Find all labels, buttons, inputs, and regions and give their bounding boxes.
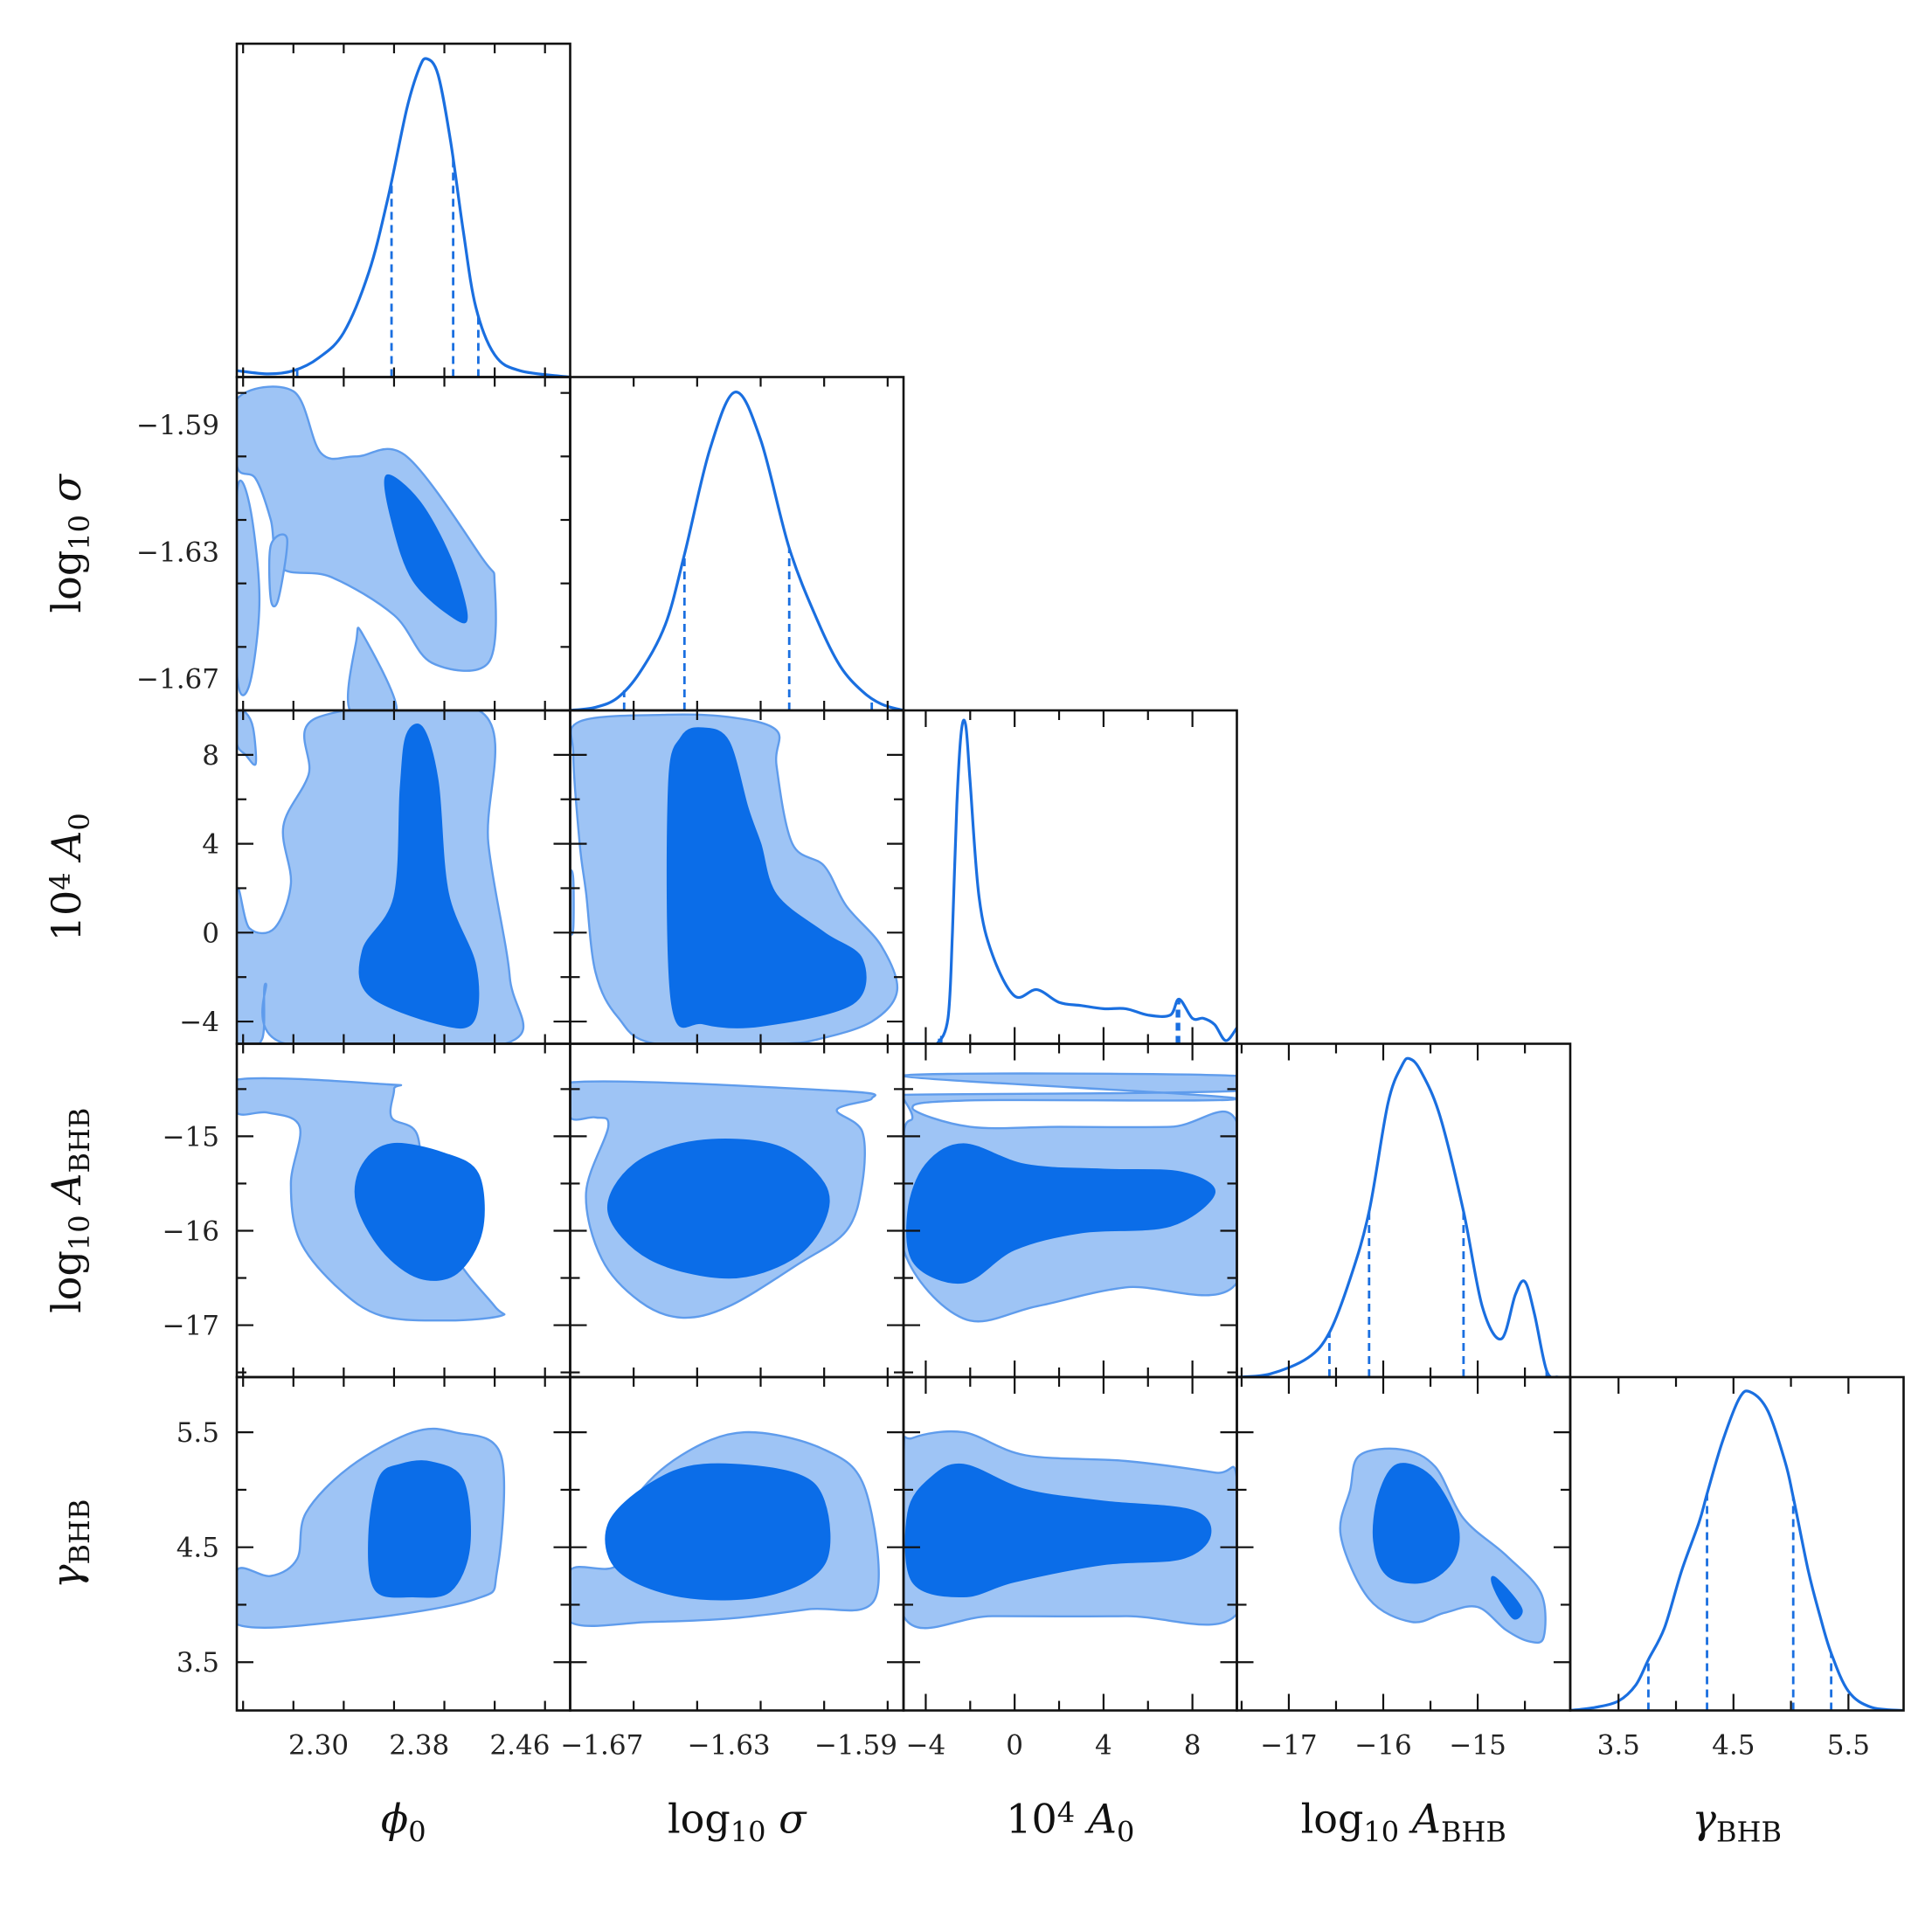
contour-68-region bbox=[1491, 1575, 1523, 1620]
marginal-A0 bbox=[904, 718, 1237, 1044]
contour-68-region bbox=[906, 1143, 1215, 1284]
y-tick-label: 8 bbox=[202, 740, 219, 772]
x-tick-label: −4 bbox=[906, 1730, 946, 1762]
marginal-curve bbox=[1236, 1056, 1570, 1377]
x-axis-label-A0: 104 A0 bbox=[1006, 1796, 1134, 1849]
panel-gamma_BHB-vs-phi0 bbox=[237, 1427, 506, 1629]
panel-gamma_BHB-vs-A0 bbox=[904, 1430, 1237, 1630]
x-tick-label: −1.67 bbox=[560, 1730, 643, 1762]
panel-log10_ABHB-vs-log10_sigma bbox=[570, 1080, 876, 1319]
marginal-curve bbox=[1570, 1389, 1904, 1711]
x-tick-label: 8 bbox=[1184, 1730, 1201, 1762]
contour-68-region bbox=[1372, 1463, 1460, 1584]
marginal-curve bbox=[237, 57, 571, 377]
x-tick-label: 2.46 bbox=[489, 1730, 550, 1762]
x-tick-label: 5.5 bbox=[1827, 1730, 1870, 1762]
x-tick-label: 2.30 bbox=[288, 1730, 349, 1762]
panel-gamma_BHB-vs-log10_ABHB bbox=[1339, 1447, 1547, 1644]
x-tick-label: 0 bbox=[1006, 1730, 1023, 1762]
panel-frame bbox=[1568, 1375, 1905, 1712]
contour-95-region bbox=[346, 627, 398, 710]
marginal-log10_sigma bbox=[570, 391, 904, 710]
marginal-log10_ABHB bbox=[1236, 1056, 1570, 1377]
y-tick-label: 5.5 bbox=[177, 1417, 219, 1449]
contour-95-region bbox=[237, 710, 525, 1044]
y-tick-label: −16 bbox=[163, 1215, 219, 1247]
x-tick-label: −1.59 bbox=[814, 1730, 897, 1762]
panel-frame bbox=[1236, 1042, 1572, 1379]
y-tick-label: 4.5 bbox=[177, 1533, 219, 1564]
x-tick-label: −16 bbox=[1354, 1730, 1411, 1762]
contour-95-region bbox=[237, 385, 497, 672]
y-tick-label: −1.59 bbox=[136, 410, 219, 441]
x-tick-label: −1.63 bbox=[688, 1730, 771, 1762]
panel-frame bbox=[235, 1375, 571, 1712]
panel-frame bbox=[569, 709, 905, 1045]
contour-68-region bbox=[904, 1463, 1212, 1598]
panel-A0-vs-phi0 bbox=[237, 710, 525, 1044]
x-axis-label-phi0: ϕ0 bbox=[381, 1796, 426, 1849]
x-axis-label-log10_ABHB: log10 ABHB bbox=[1301, 1796, 1506, 1849]
y-axis-label-A0: 104 A0 bbox=[43, 813, 96, 941]
y-tick-label: 4 bbox=[202, 829, 219, 861]
marginal-curve bbox=[570, 391, 904, 710]
y-axis-label-gamma_BHB: γBHB bbox=[43, 1499, 96, 1589]
contour-68-region bbox=[605, 1463, 831, 1601]
y-tick-label: −1.67 bbox=[136, 664, 219, 696]
x-tick-label: −17 bbox=[1260, 1730, 1317, 1762]
x-tick-label: 4.5 bbox=[1712, 1730, 1755, 1762]
contour-68-region bbox=[666, 727, 867, 1028]
x-tick-label: 2.38 bbox=[389, 1730, 449, 1762]
x-axis-label-log10_sigma: log10 σ bbox=[668, 1796, 807, 1849]
marginal-phi0 bbox=[237, 57, 571, 377]
y-tick-label: 3.5 bbox=[177, 1647, 219, 1679]
x-tick-label: 3.5 bbox=[1597, 1730, 1640, 1762]
contour-95-region bbox=[267, 533, 288, 608]
marginal-gamma_BHB bbox=[1570, 1389, 1904, 1711]
panel-A0-vs-log10_sigma bbox=[570, 713, 899, 1044]
contour-95-region bbox=[237, 479, 261, 696]
panel-log10_ABHB-vs-A0 bbox=[904, 1072, 1237, 1323]
panel-frame bbox=[235, 42, 571, 378]
y-axis-label-log10_sigma: log10 σ bbox=[43, 473, 96, 613]
panel-log10_ABHB-vs-phi0 bbox=[237, 1077, 506, 1322]
marginal-curve bbox=[904, 718, 1237, 1044]
panel-frame bbox=[569, 376, 905, 712]
x-tick-label: −15 bbox=[1449, 1730, 1506, 1762]
x-axis-label-gamma_BHB: γBHB bbox=[1693, 1796, 1782, 1849]
contour-68-region bbox=[358, 724, 480, 1029]
y-tick-label: −1.63 bbox=[136, 537, 219, 568]
contour-68-region bbox=[368, 1460, 471, 1598]
y-axis-label-log10_ABHB: log10 ABHB bbox=[43, 1108, 96, 1313]
contour-95-region bbox=[237, 710, 258, 766]
contour-68-region bbox=[354, 1142, 485, 1281]
panel-gamma_BHB-vs-log10_sigma bbox=[570, 1430, 880, 1627]
y-tick-label: −15 bbox=[163, 1121, 219, 1153]
contour-68-region bbox=[606, 1139, 830, 1279]
x-tick-label: 4 bbox=[1095, 1730, 1112, 1762]
panel-log10_sigma-vs-phi0 bbox=[237, 385, 497, 710]
contour-68-region bbox=[384, 474, 468, 624]
y-tick-label: −17 bbox=[163, 1311, 219, 1342]
y-tick-label: 0 bbox=[202, 917, 219, 949]
y-tick-label: −4 bbox=[179, 1007, 219, 1038]
